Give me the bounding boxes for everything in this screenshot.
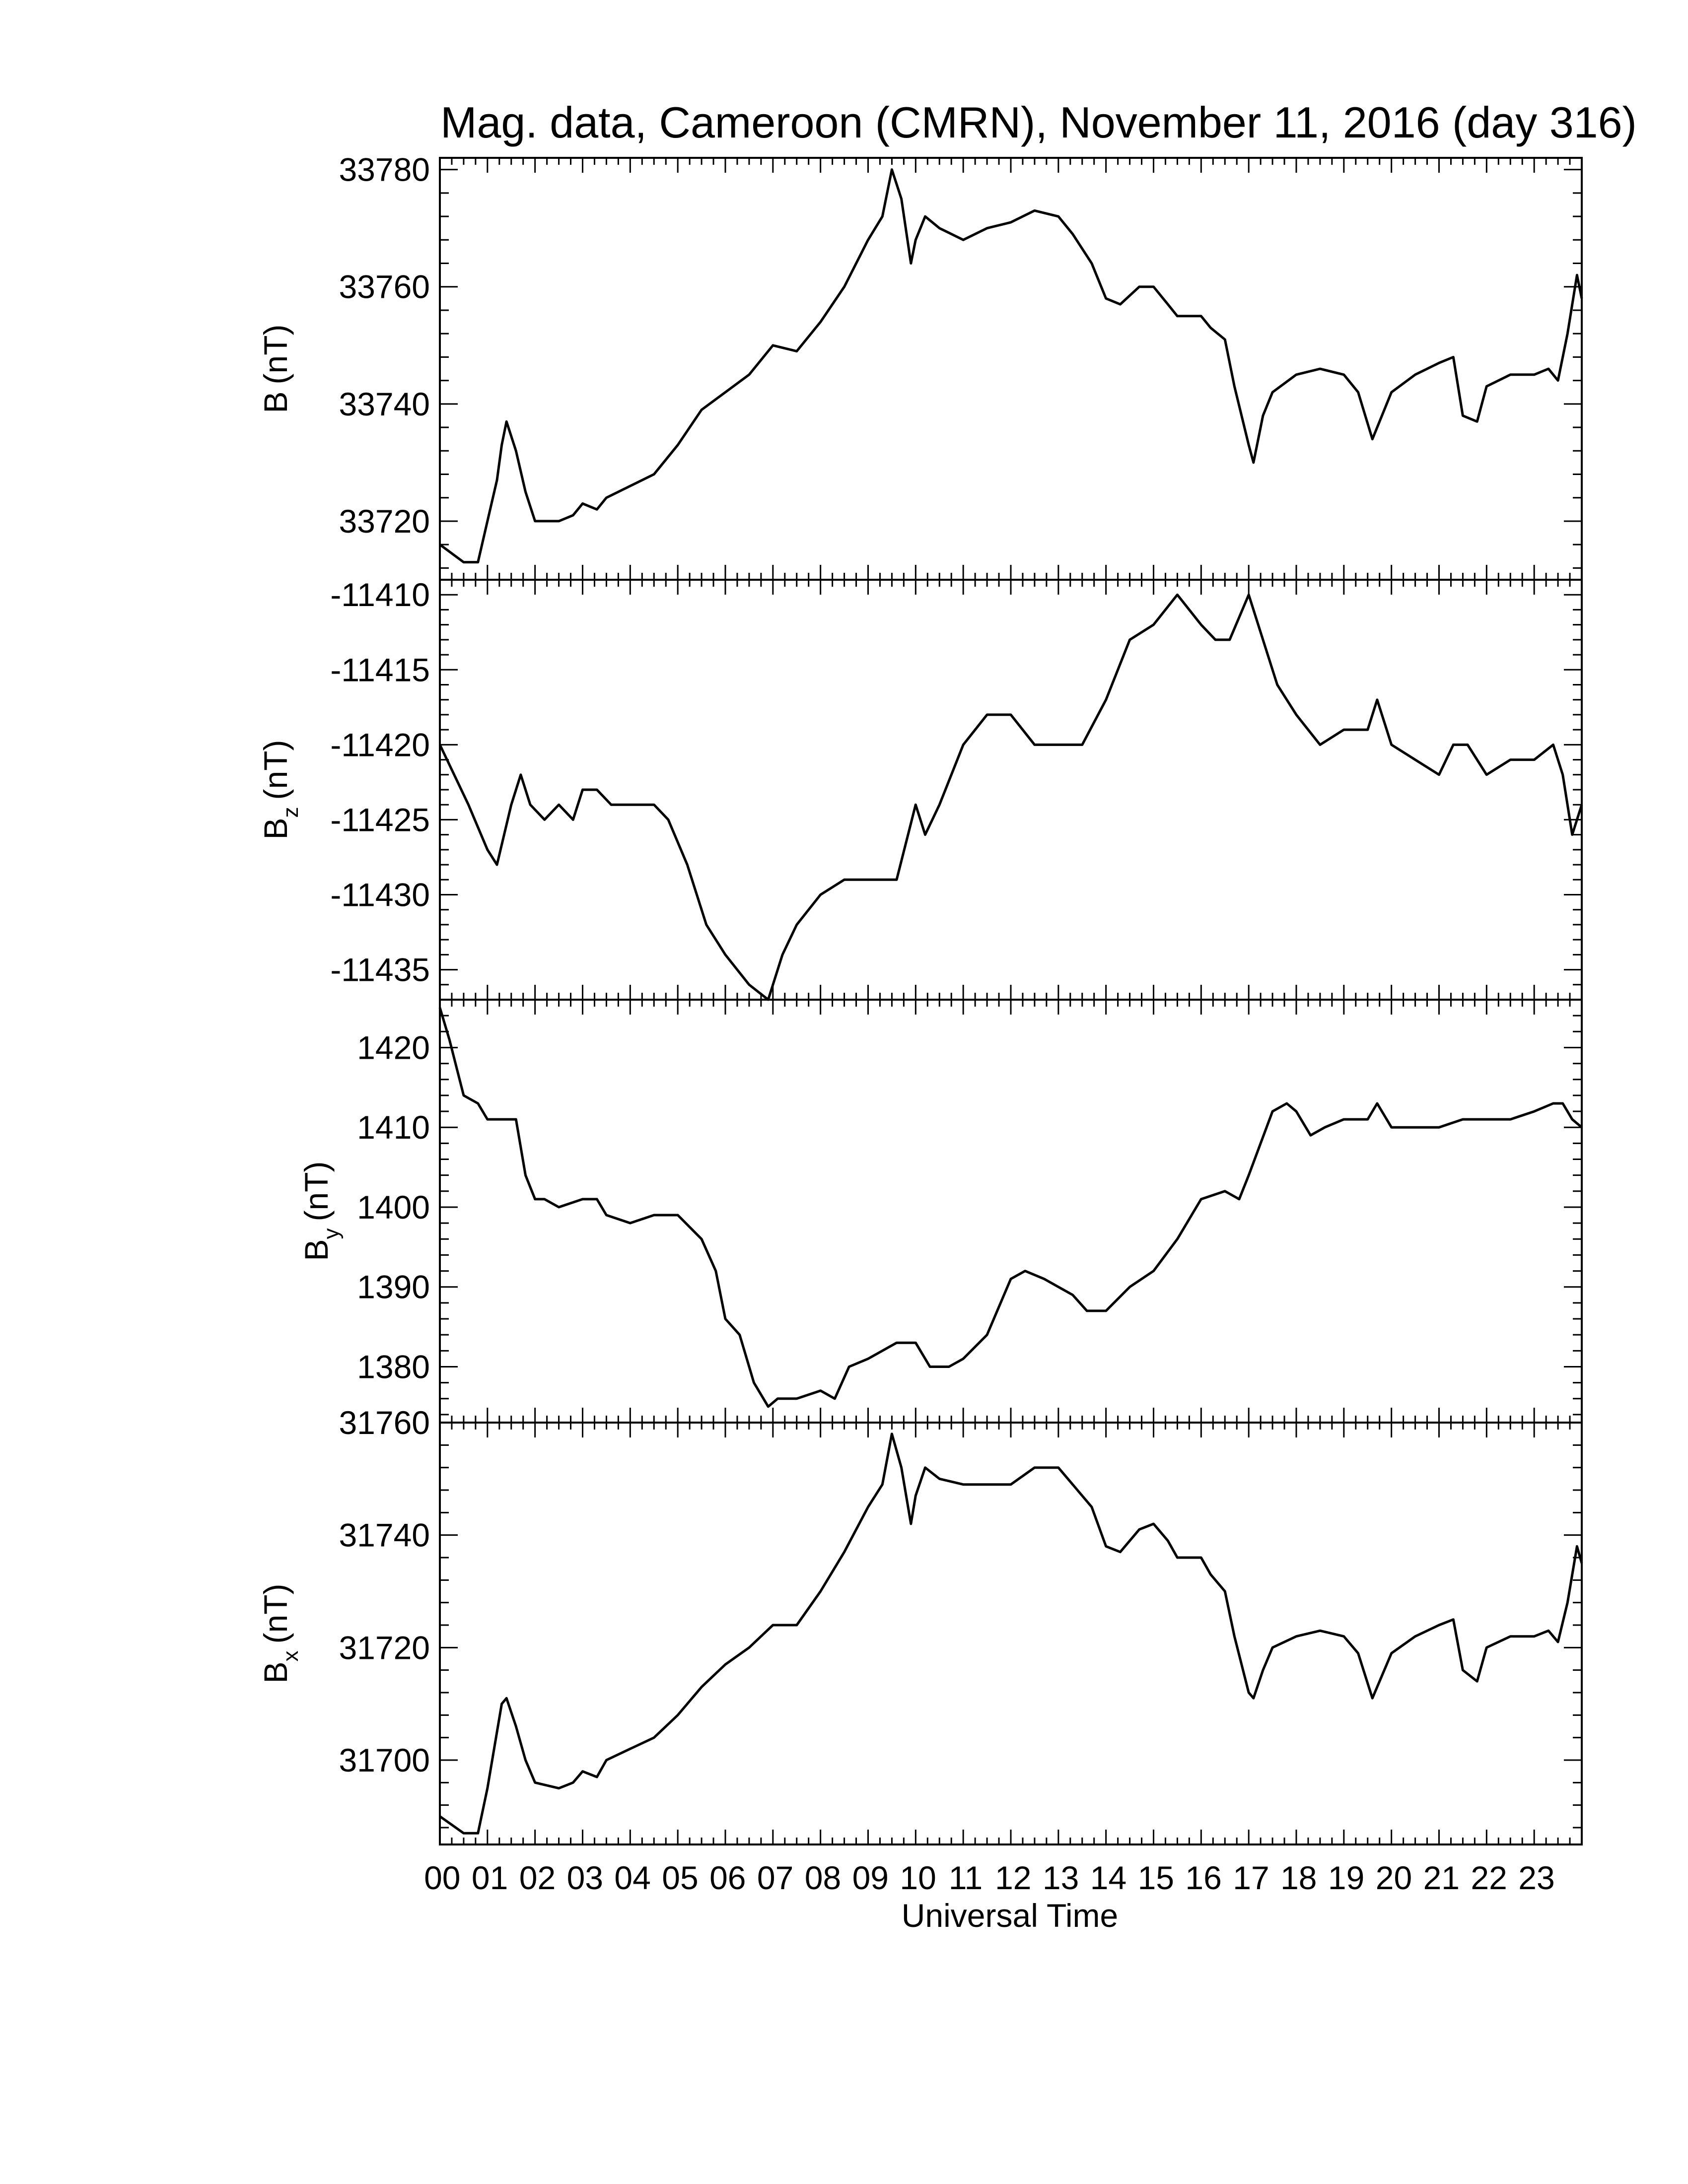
x-axis-label: Universal Time [902, 1897, 1118, 1934]
x-tick-label: 20 [1376, 1859, 1412, 1896]
x-tick-label: 19 [1328, 1859, 1364, 1896]
x-tick-label: 23 [1518, 1859, 1554, 1896]
panel-Bz: -11435 -11430 -11425 -11420 -11415 -11410 Bz (n… [257, 576, 1583, 1001]
y-tick-label: 1400 [357, 1189, 430, 1226]
panels-group: 33720337403376033780B(nT)-11435-11430-11… [257, 151, 1583, 1845]
y-tick-label: -11430 [330, 877, 430, 913]
y-tick-label: 33720 [339, 503, 430, 540]
y-axis-label-main: B [257, 1661, 294, 1683]
y-tick-label: 33760 [339, 269, 430, 305]
x-tick-label: 18 [1280, 1859, 1317, 1896]
y-tick-label: 31720 [339, 1629, 430, 1666]
x-tick-label: 17 [1233, 1859, 1269, 1896]
y-tick-label: 33780 [339, 151, 430, 188]
series-line-B [439, 168, 1583, 564]
panel-By: 1380 1390 1400 1410 1420 By (nT) [298, 999, 1583, 1424]
x-tick-label: 09 [852, 1859, 889, 1896]
y-tick-label: 1390 [357, 1269, 430, 1305]
y-tick-label: -11420 [330, 726, 430, 763]
panel-B: 33720 33740 33760 33780 B (nT) [257, 151, 1583, 581]
x-tick-label: 00 [424, 1859, 460, 1896]
x-tick-label: 14 [1090, 1859, 1126, 1896]
x-tick-label: 07 [757, 1859, 793, 1896]
x-tick-label: 01 [472, 1859, 508, 1896]
series-line-Bz [438, 593, 1583, 1001]
y-tick-label: -11425 [330, 801, 430, 838]
panel-frame [439, 999, 1583, 1424]
y-tick-label: -11435 [330, 952, 430, 988]
y-axis-label-main: B [257, 818, 294, 839]
y-axis-label: B (nT) [257, 324, 294, 413]
x-tick-label: 08 [805, 1859, 841, 1896]
y-axis-label-unit: (nT) [298, 1161, 335, 1221]
y-axis-label-unit: (nT) [257, 1583, 294, 1643]
x-tick-label: 16 [1185, 1859, 1221, 1896]
y-axis-label: By (nT) [298, 1161, 344, 1261]
y-tick-label: -11410 [330, 576, 430, 613]
y-axis-label: Bx (nT) [257, 1583, 303, 1683]
panel-frame [439, 579, 1583, 1001]
y-tick-label: 1380 [357, 1348, 430, 1385]
x-tick-label: 11 [949, 1859, 983, 1896]
y-axis-label-subscript: x [279, 1650, 303, 1661]
y-axis-label-subscript: z [279, 807, 303, 818]
y-axis-label-unit: (nT) [257, 324, 294, 384]
y-axis-label-unit: (nT) [257, 740, 294, 800]
chart-title: Mag. data, Cameroon (CMRN), November 11,… [440, 98, 1637, 147]
y-tick-label: 33740 [339, 386, 430, 422]
y-tick-label: 31760 [339, 1404, 430, 1441]
x-tick-label: 04 [614, 1859, 650, 1896]
x-axis-tick-labels: 00 01 02 03 04 05 06 07 08 09 10 11 12 13 14 15 16 17 18 19… [424, 1859, 1555, 1896]
series-line-By [438, 1007, 1583, 1408]
y-tick-label: -11415 [330, 651, 430, 688]
y-axis-label-main: B [257, 391, 294, 413]
x-tick-label: 13 [1043, 1859, 1079, 1896]
series-line-Bx [439, 1433, 1583, 1835]
x-tick-label: 06 [709, 1859, 746, 1896]
x-tick-label: 15 [1138, 1859, 1174, 1896]
x-tick-label: 10 [900, 1859, 936, 1896]
x-tick-label: 05 [662, 1859, 698, 1896]
y-tick-label: 31740 [339, 1517, 430, 1554]
y-axis-label: Bz (nT) [257, 740, 303, 839]
panel-Bx: 31700 31720 31740 31760 Bx (nT) [257, 1404, 1583, 1845]
x-tick-label: 02 [519, 1859, 556, 1896]
x-tick-label: 22 [1471, 1859, 1507, 1896]
y-tick-label: 31700 [339, 1742, 430, 1778]
x-tick-label: 12 [995, 1859, 1031, 1896]
panel-frame [439, 1422, 1583, 1845]
y-axis-label-subscript: y [319, 1228, 344, 1239]
y-tick-label: 1420 [357, 1029, 430, 1066]
x-tick-label: 21 [1423, 1859, 1460, 1896]
x-tick-label: 03 [567, 1859, 603, 1896]
y-tick-label: 1410 [357, 1109, 430, 1146]
y-axis-label-main: B [298, 1239, 335, 1261]
